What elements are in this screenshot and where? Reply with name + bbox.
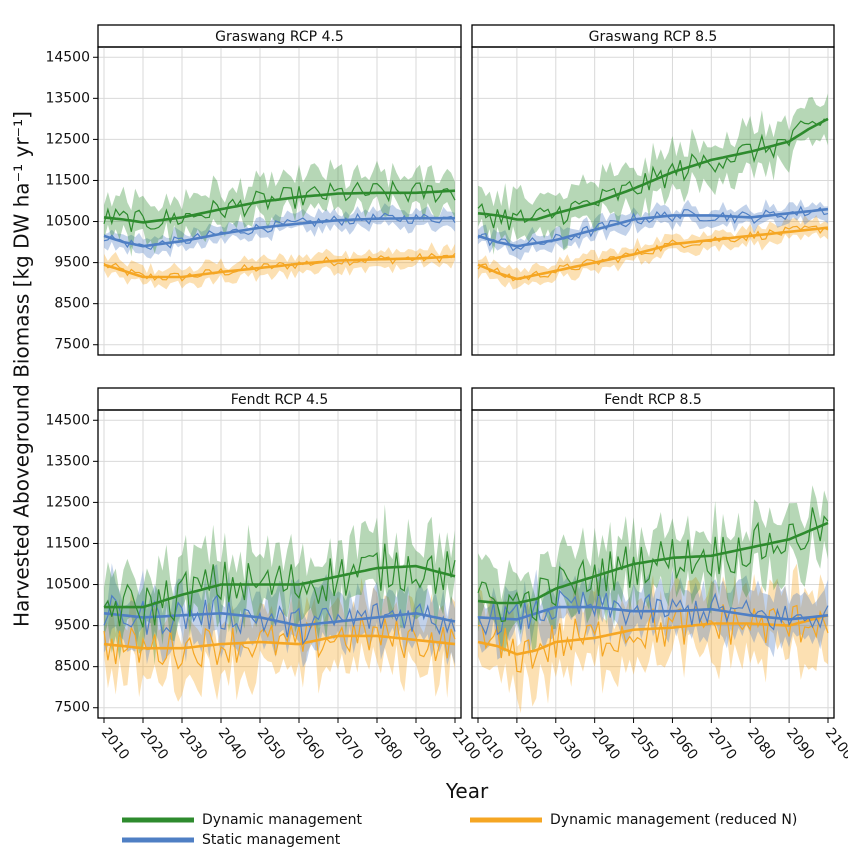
y-tick-label: 10500: [45, 577, 90, 593]
series-smooth-line: [103, 255, 456, 279]
x-tick-label: 2040: [215, 725, 250, 763]
x-tick-label: 2070: [705, 725, 740, 763]
y-axis-title: Harvested Aboveground Biomass [kg DW ha⁻…: [10, 111, 34, 627]
x-tick-label: 2050: [627, 725, 662, 763]
x-tick-label: 2040: [588, 725, 623, 763]
panel: Fendt RCP 4.5 7500 8500 9500 10500 11500 12500…: [45, 387, 483, 763]
panel-title: Fendt RCP 4.5: [231, 392, 329, 408]
y-tick-label: 14500: [45, 412, 90, 428]
series-annual-line: [103, 543, 456, 628]
series-annual-line: [477, 507, 829, 623]
series-smooth-line: [103, 611, 456, 627]
legend-label: Static management: [202, 832, 341, 848]
y-tick-label: 13500: [45, 90, 90, 106]
x-tick-label: 2020: [137, 725, 172, 763]
x-tick-label: 2010: [98, 725, 133, 763]
panel-frame: [97, 46, 462, 356]
series-band: [104, 563, 455, 668]
x-tick-label: 2080: [371, 725, 406, 763]
series-smooth-line: [477, 207, 829, 248]
legend: Dynamic management Dynamic management (re…: [122, 812, 797, 848]
panels-layer: Graswang RCP 4.5 7500 8500 9500 10500 11500 12…: [45, 24, 848, 763]
y-tick-label: 11500: [45, 535, 90, 551]
y-tick-label: 13500: [45, 453, 90, 469]
y-tick-label: 10500: [45, 214, 90, 230]
y-tick-label: 8500: [54, 296, 90, 312]
x-tick-label: 2070: [332, 725, 367, 763]
x-tick-label: 2100: [822, 725, 848, 763]
panel-frame: [97, 409, 462, 719]
panel: Graswang RCP 8.5: [471, 24, 835, 356]
x-tick-label: 2030: [549, 725, 584, 763]
x-axis-title: Year: [445, 779, 489, 803]
x-tick-label: 2030: [176, 725, 211, 763]
series-band: [478, 563, 828, 714]
x-tick-label: 2060: [293, 725, 328, 763]
series-band: [478, 215, 828, 290]
series-annual-line: [477, 589, 829, 636]
series-smooth-line: [477, 605, 829, 621]
series-annual-line: [477, 225, 829, 282]
series-band: [104, 577, 455, 702]
series-smooth-line: [477, 226, 829, 281]
x-tick-label: 2050: [254, 725, 289, 763]
y-tick-label: 12500: [45, 131, 90, 147]
y-tick-label: 9500: [54, 255, 90, 271]
panel-title: Graswang RCP 8.5: [589, 29, 718, 45]
series-band: [478, 199, 828, 261]
y-tick-label: 14500: [45, 49, 90, 65]
series-band: [104, 159, 455, 257]
y-tick-label: 7500: [54, 337, 90, 353]
x-tick-label: 2090: [783, 725, 818, 763]
series-smooth-line: [477, 521, 829, 605]
panel-frame: [471, 409, 835, 719]
x-tick-label: 2020: [511, 725, 546, 763]
y-tick-label: 8500: [54, 659, 90, 675]
y-tick-label: 7500: [54, 700, 90, 716]
series-annual-line: [103, 593, 456, 646]
series-annual-line: [478, 604, 829, 673]
y-tick-label: 12500: [45, 494, 90, 510]
panel-frame: [471, 46, 835, 356]
series-band: [478, 93, 828, 255]
x-tick-label: 2090: [410, 725, 445, 763]
x-tick-label: 2080: [744, 725, 779, 763]
series-smooth-line: [104, 564, 456, 609]
panel-title: Fendt RCP 8.5: [604, 392, 702, 408]
legend-label: Dynamic management (reduced N): [550, 812, 797, 828]
panel: Graswang RCP 4.5 7500 8500 9500 10500 11500 12…: [45, 24, 462, 356]
x-tick-label: 2060: [666, 725, 701, 763]
series-smooth-line: [103, 634, 456, 650]
panel-title: Graswang RCP 4.5: [215, 29, 344, 45]
legend-label: Dynamic management: [202, 812, 362, 828]
series-smooth-line: [477, 117, 829, 221]
series-smooth-line: [103, 216, 455, 248]
y-tick-label: 11500: [45, 172, 90, 188]
series-band: [478, 485, 828, 654]
series-band: [104, 203, 455, 259]
series-smooth-line: [103, 189, 456, 224]
y-tick-label: 9500: [54, 618, 90, 634]
